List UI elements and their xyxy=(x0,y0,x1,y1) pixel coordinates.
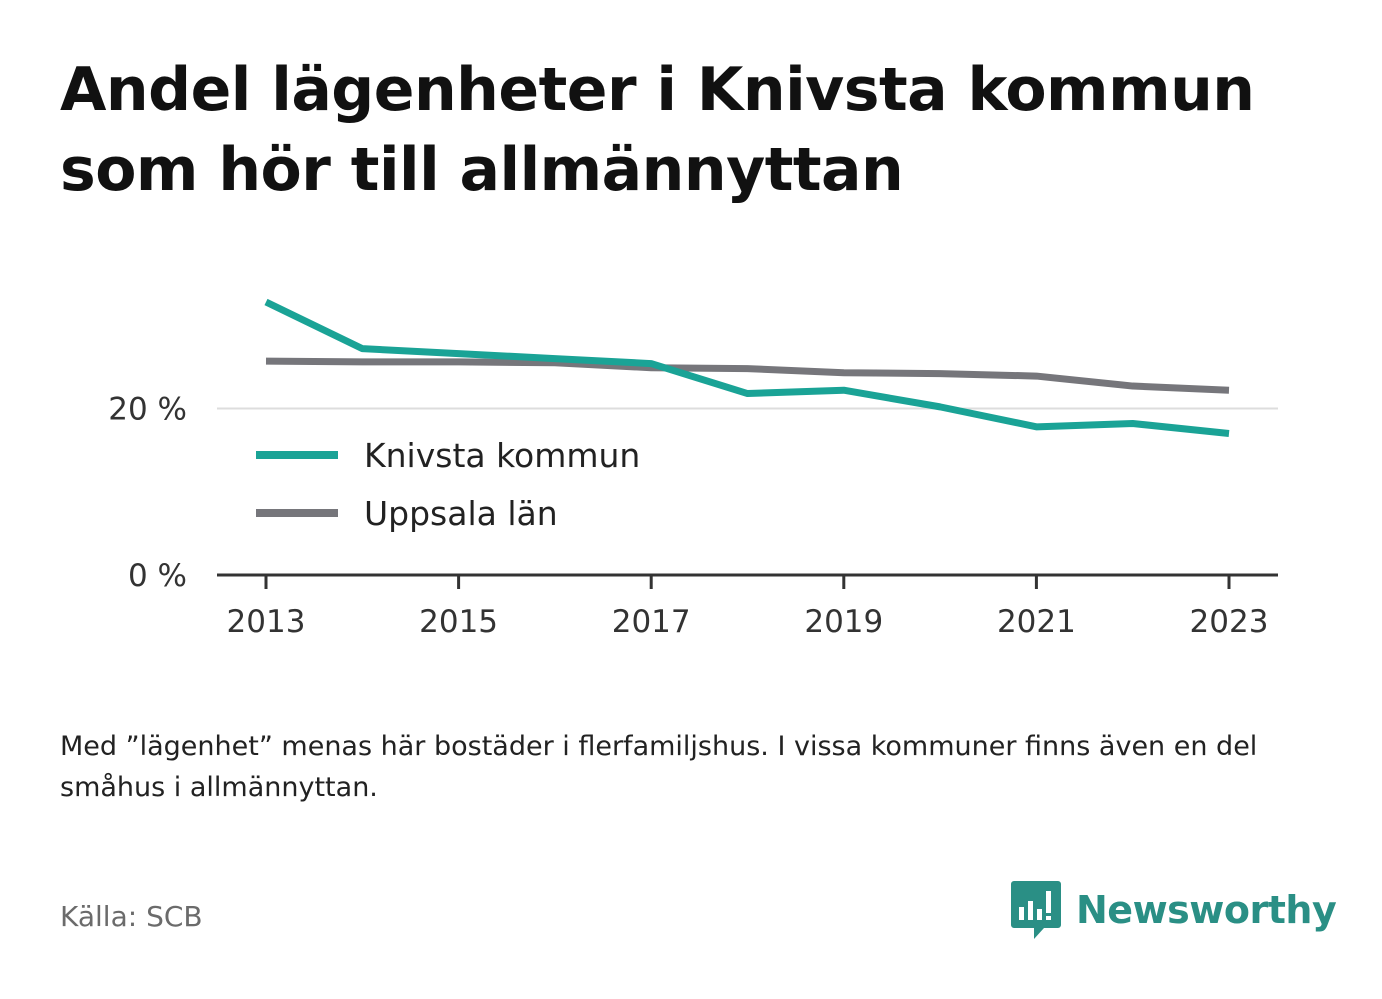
legend: Knivsta kommun Uppsala län xyxy=(236,418,676,540)
x-tick-label: 2023 xyxy=(1190,604,1269,640)
source-label: Källa: SCB xyxy=(60,900,203,933)
legend-label: Uppsala län xyxy=(364,494,558,533)
y-tick-label: 20 % xyxy=(108,392,187,428)
series-lines xyxy=(264,298,1230,437)
chart-note: Med ”lägenhet” menas här bostäder i fler… xyxy=(60,731,1258,803)
chart-title: Andel lägenheter i Knivsta kommun som hö… xyxy=(60,55,1255,205)
x-tick-label: 2021 xyxy=(997,604,1076,640)
series-line-knivsta-kommun xyxy=(264,298,1230,437)
x-axis-ticks: 2013 2015 2017 2019 2021 2023 xyxy=(227,575,1269,640)
y-axis-ticks: 0 % 20 % xyxy=(108,392,187,594)
brand-name: Newsworthy xyxy=(1076,888,1337,932)
x-tick-label: 2015 xyxy=(419,604,498,640)
newsworthy-logo-icon xyxy=(1011,881,1061,939)
series-line-uppsala-län xyxy=(265,357,1230,394)
x-tick-label: 2013 xyxy=(227,604,306,640)
x-tick-label: 2017 xyxy=(612,604,691,640)
legend-background xyxy=(236,418,676,540)
brand-logo: Newsworthy xyxy=(1010,878,1337,942)
x-tick-label: 2019 xyxy=(804,604,883,640)
y-tick-label: 0 % xyxy=(128,558,187,594)
legend-label: Knivsta kommun xyxy=(364,436,640,475)
line-chart: 0 % 20 % 2013 2015 2017 2019 2021 2023 Knivsta… xyxy=(108,298,1278,640)
